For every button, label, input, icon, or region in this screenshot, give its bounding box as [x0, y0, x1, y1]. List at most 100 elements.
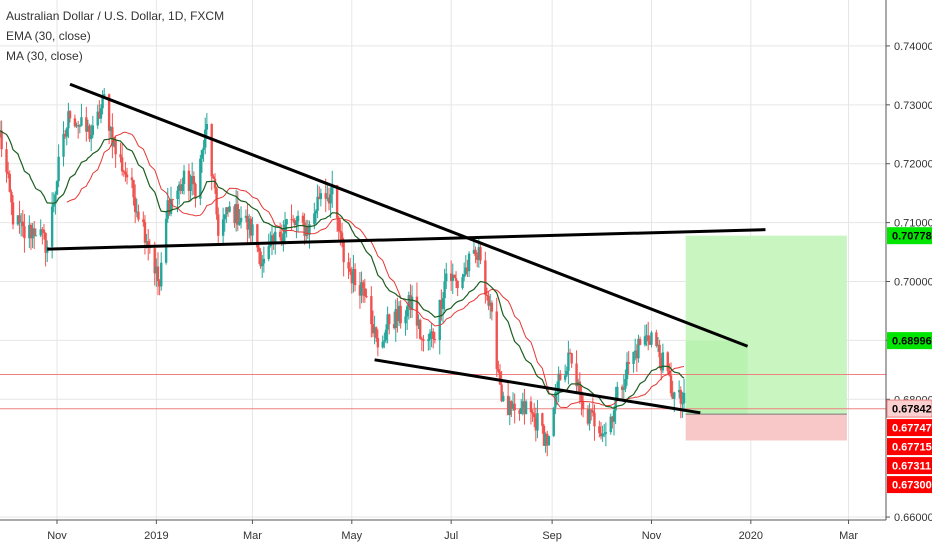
candle-body [114, 139, 117, 155]
candle-body [510, 401, 513, 409]
candle-body [638, 338, 642, 345]
candle-body [612, 410, 616, 422]
candle-body [502, 395, 505, 402]
candle-body [261, 263, 264, 267]
candle-body [91, 125, 95, 135]
candle-body [247, 218, 251, 230]
candle-body [342, 242, 345, 263]
candle-body [373, 327, 376, 334]
candle-body [495, 311, 498, 370]
candle-body [76, 125, 80, 127]
x-axis[interactable]: Nov 2019 Mar May Jul Sep Nov 2020 Mar [47, 520, 858, 542]
candle-body [226, 207, 230, 212]
candle-body [542, 425, 546, 446]
candle-body [524, 401, 528, 414]
candle-body [189, 184, 192, 191]
axis-frame [0, 0, 887, 521]
candle-body [476, 256, 479, 260]
candle-body [204, 129, 207, 148]
candle-body [109, 127, 112, 131]
candle-body [586, 409, 590, 424]
candle-body [339, 231, 342, 233]
candle-body [166, 200, 169, 219]
candle-body [490, 302, 494, 312]
candle-body [383, 340, 386, 342]
candle-body [438, 299, 441, 341]
candle-body [199, 158, 202, 199]
ma-legend[interactable]: MA (30, close) [6, 49, 83, 63]
candle-body [171, 198, 174, 200]
candle-body [485, 294, 489, 296]
trendline [69, 82, 749, 348]
price-tag-box [886, 399, 932, 418]
candle-body [19, 221, 23, 223]
candle-body [153, 248, 156, 274]
x-tick-label: Nov [642, 530, 662, 542]
y-tick-label: 0.70000 [894, 276, 932, 288]
candle-body [555, 392, 559, 394]
candle-body [80, 117, 83, 126]
candle-body [565, 370, 568, 376]
candle-body [392, 324, 396, 329]
ema-legend[interactable]: EMA (30, close) [6, 29, 91, 43]
price-tag-label: 0.67747 [892, 423, 932, 435]
candle-body [598, 426, 601, 434]
candle-body [331, 185, 334, 195]
candle-body [443, 281, 446, 299]
candle-body [158, 280, 161, 287]
price-tag-label: 0.67715 [892, 442, 932, 454]
candle-body [122, 171, 125, 173]
candle-body [88, 125, 91, 140]
candles [0, 87, 686, 457]
candle-body [394, 308, 397, 329]
candle-body [301, 215, 305, 223]
candle-body [280, 237, 283, 242]
y-tick-label: 0.73000 [894, 100, 932, 112]
candle-body [633, 350, 637, 352]
candle-body [135, 211, 139, 213]
candle-body [133, 197, 137, 212]
candle-body [210, 124, 213, 177]
candle-body [679, 390, 682, 404]
trendline [374, 358, 701, 415]
candle-body [246, 215, 249, 230]
candle-body [591, 410, 595, 413]
candle-body [251, 224, 254, 236]
x-tick-label: Nov [47, 530, 67, 542]
candle-body [155, 266, 158, 274]
candle-body [293, 220, 296, 225]
candle-body [168, 200, 171, 214]
candle-body [529, 401, 533, 413]
candle-body [620, 386, 624, 390]
candle-body [124, 171, 127, 175]
candle-body [278, 231, 282, 238]
symbol-title[interactable]: Australian Dollar / U.S. Dollar, 1D, FXC… [6, 9, 225, 23]
candle-body [365, 296, 368, 298]
candle-body [375, 327, 378, 338]
price-tag-label: 0.68996 [892, 336, 932, 348]
price-tag-label: 0.67842 [892, 404, 932, 416]
candle-body [487, 295, 490, 306]
candle-body [666, 352, 669, 371]
candle-body [645, 335, 648, 337]
candle-body [67, 111, 70, 129]
candle-body [352, 269, 355, 284]
candle-body [75, 125, 78, 127]
candle-body [99, 108, 103, 119]
candle-body [544, 433, 547, 446]
candle-body [407, 295, 410, 307]
candle-body [202, 147, 205, 151]
candle-body [267, 246, 270, 259]
candle-body [622, 388, 625, 390]
price-tag-box [887, 227, 932, 245]
candle-body [396, 308, 399, 322]
candle-body [454, 278, 458, 281]
candle-body [588, 409, 591, 424]
candle-body [643, 336, 647, 345]
candle-body [418, 319, 422, 339]
candle-body [456, 280, 459, 289]
y-tick-label: 0.66000 [894, 512, 932, 524]
candle-body [669, 375, 673, 394]
candle-body [169, 198, 173, 214]
